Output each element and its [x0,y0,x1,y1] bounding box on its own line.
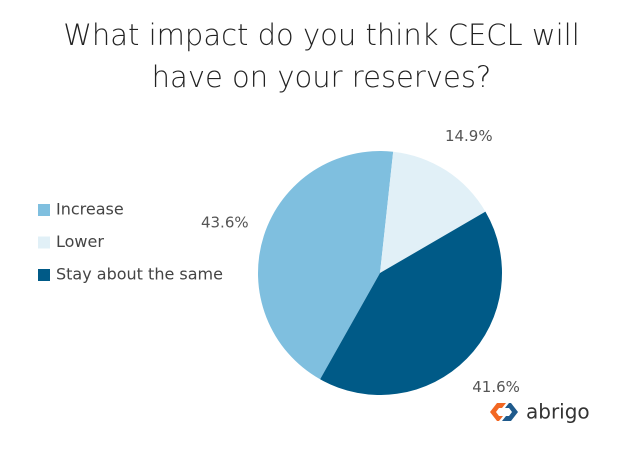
legend-label: Lower [56,232,104,251]
pie-slice [320,211,502,395]
logo-icon [490,403,518,421]
legend-swatch [38,204,50,216]
value-label: 14.9% [445,127,493,145]
logo-text: abrigo [526,400,590,424]
legend-label: Stay about the same [56,265,223,284]
pie-slice [257,151,394,380]
legend-swatch [38,269,50,281]
value-label: 41.6% [472,378,520,396]
chart-title: What impact do you think CECL will have … [63,18,580,94]
pie-slice [380,151,486,273]
legend-swatch [38,236,50,249]
legend-label: Increase [56,200,124,219]
value-label: 43.6% [201,214,249,232]
